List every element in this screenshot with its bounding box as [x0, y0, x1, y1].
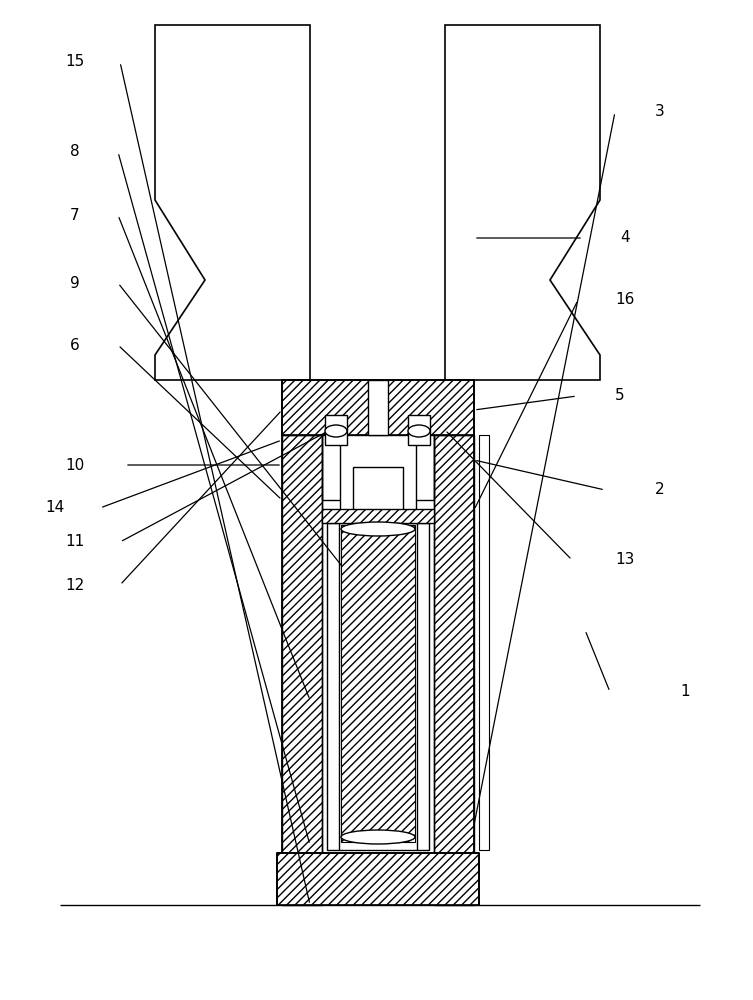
Text: 7: 7 — [70, 208, 80, 223]
Bar — [277, 853, 479, 905]
Bar — [434, 435, 474, 905]
Text: 15: 15 — [66, 54, 84, 70]
Text: 4: 4 — [620, 231, 630, 245]
Ellipse shape — [325, 425, 347, 437]
Text: 6: 6 — [70, 338, 80, 353]
Text: 12: 12 — [66, 578, 84, 592]
Text: 8: 8 — [70, 144, 80, 159]
Bar — [322, 509, 434, 523]
Bar — [479, 435, 489, 850]
Bar — [353, 467, 403, 517]
Bar — [282, 435, 322, 905]
Text: 11: 11 — [66, 534, 84, 550]
Polygon shape — [445, 25, 600, 380]
Polygon shape — [155, 25, 310, 380]
Text: 10: 10 — [66, 458, 84, 473]
Bar — [327, 523, 429, 850]
Bar — [282, 380, 474, 435]
Ellipse shape — [341, 830, 415, 844]
Text: 3: 3 — [655, 104, 665, 119]
Ellipse shape — [341, 522, 415, 536]
Bar — [368, 380, 388, 435]
Text: 2: 2 — [655, 483, 665, 497]
Bar — [408, 415, 430, 445]
Text: 13: 13 — [615, 552, 635, 568]
Text: 1: 1 — [680, 684, 690, 700]
Text: 5: 5 — [615, 388, 625, 403]
Bar — [325, 415, 347, 445]
Ellipse shape — [408, 425, 430, 437]
Bar — [341, 525, 415, 842]
Text: 9: 9 — [70, 275, 80, 290]
Text: 14: 14 — [45, 500, 65, 516]
Text: 16: 16 — [615, 292, 635, 308]
